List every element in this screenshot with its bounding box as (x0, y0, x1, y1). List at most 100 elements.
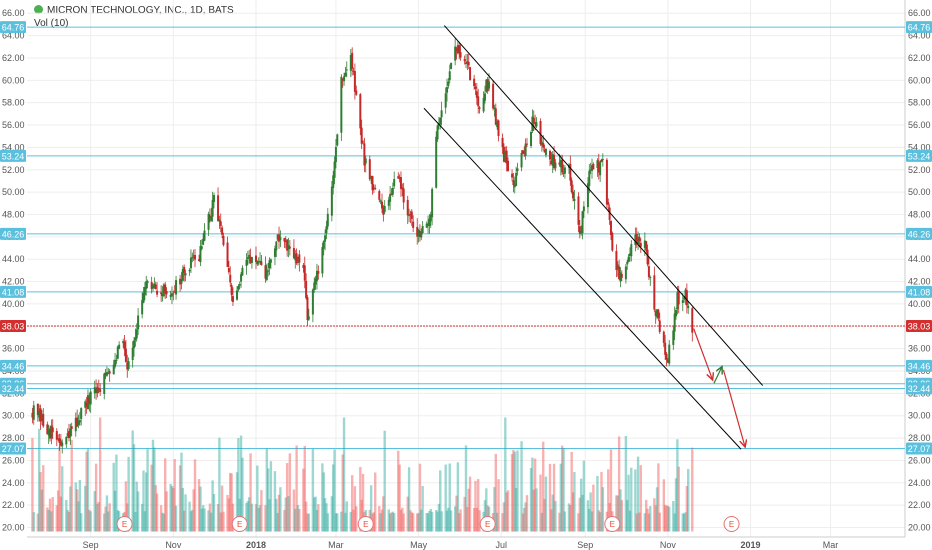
candle-body (276, 234, 279, 240)
volume-bar (104, 506, 107, 532)
volume-bar (532, 489, 535, 532)
volume-bar (311, 448, 315, 532)
y-tick-label-left: 20.00 (2, 523, 25, 533)
volume-bar (36, 513, 40, 532)
candle-body (542, 143, 545, 148)
candle-body (236, 290, 239, 300)
candle-body (662, 331, 665, 343)
volume-bar (620, 500, 624, 532)
volume-bar (468, 476, 472, 532)
volume-bar (78, 479, 82, 532)
candle-body (160, 292, 163, 295)
candle-body (421, 225, 424, 233)
volume-bar (657, 463, 660, 532)
candle-body (313, 282, 316, 290)
price-level-badge-left (0, 319, 26, 332)
candle-body (80, 408, 83, 419)
price-level-badge-right-text: 32.44 (908, 384, 931, 394)
candle-body (95, 388, 98, 393)
volume-bar (70, 439, 73, 532)
volume-bar (79, 513, 83, 532)
candle-body (409, 213, 412, 215)
volume-bar (105, 495, 109, 532)
volume-bar (222, 511, 225, 532)
candle-body (238, 284, 241, 286)
candle-body (589, 169, 592, 171)
candle-body (572, 191, 575, 199)
volume-bar (562, 448, 565, 532)
volume-bar (94, 463, 98, 532)
candle-body (515, 172, 518, 186)
candle-body (352, 70, 355, 72)
candle-body (192, 255, 195, 257)
candle-body (496, 122, 499, 128)
candle-body (107, 373, 110, 375)
price-level-badge-right-text: 53.24 (908, 151, 931, 161)
volume-bar (666, 505, 670, 532)
candle-body (218, 219, 221, 222)
candle-body (513, 184, 516, 188)
candle-body (317, 270, 320, 274)
price-level-badge-right-text: 34.46 (908, 361, 931, 371)
volume-bar (579, 478, 583, 532)
price-level-badge-right (906, 21, 932, 34)
candle-body (264, 265, 267, 279)
candle-body (683, 297, 686, 300)
volume-bar (634, 469, 637, 532)
volume-bar (333, 449, 336, 532)
volume-bar (219, 512, 222, 532)
volume-bar (192, 489, 195, 532)
volume-bar (578, 497, 582, 532)
y-tick-label-right: 54.00 (908, 142, 931, 152)
volume-bar (463, 496, 466, 532)
volume-bar (420, 509, 423, 532)
price-level-badge-left-text: 53.24 (2, 151, 25, 161)
y-tick-label-left: 24.00 (2, 478, 25, 488)
volume-bar (334, 513, 338, 532)
volume-bar (456, 462, 460, 532)
earnings-marker-label: E (729, 520, 734, 529)
volume-bar (143, 511, 147, 532)
volume-bar (98, 417, 102, 532)
volume-bar (342, 417, 346, 532)
volume-bar (533, 458, 537, 532)
candle-body (666, 359, 669, 363)
volume-bar (361, 474, 365, 532)
candle-body (137, 315, 140, 330)
volume-bar (459, 509, 462, 532)
price-level-badge-right-text: 41.08 (908, 287, 931, 297)
candle-body (664, 342, 667, 355)
candle-body (521, 150, 524, 154)
volume-bar (298, 508, 301, 532)
y-tick-label-left: 66.00 (2, 8, 25, 18)
candle-body (389, 194, 392, 202)
candle-body (245, 259, 248, 266)
volume-bar (590, 511, 594, 532)
candle-body (685, 290, 688, 306)
candle-body (254, 255, 257, 263)
candle-body (516, 168, 519, 172)
trend-channel-line (443, 25, 764, 386)
candle-body (618, 266, 621, 280)
candle-body (287, 245, 290, 250)
volume-bar (296, 505, 300, 532)
volume-bar (170, 485, 174, 532)
candle-body (349, 54, 352, 71)
candle-body (393, 179, 396, 187)
volume-bar (345, 501, 348, 532)
chart-title: MICRON TECHNOLOGY, INC., 1D, BATS (47, 5, 234, 16)
candle-body (96, 387, 99, 394)
volume-bar (616, 495, 619, 532)
volume-bar (200, 508, 203, 532)
volume-bar (292, 489, 296, 532)
candle-body (104, 372, 107, 376)
volume-bar (85, 451, 88, 532)
candle-body (50, 425, 53, 439)
candle-body (298, 254, 301, 263)
volume-bar (193, 459, 197, 532)
candle-body (343, 76, 346, 82)
candle-body (647, 266, 650, 278)
volume-bar (544, 476, 548, 532)
volume-bar (132, 444, 136, 532)
